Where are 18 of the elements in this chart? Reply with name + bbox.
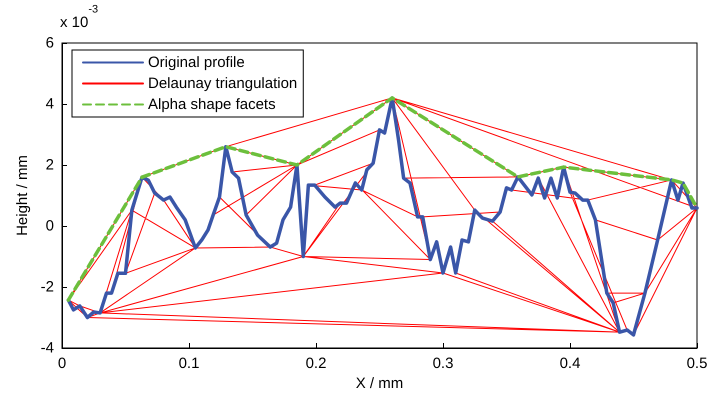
y-tick-label: 0 (46, 218, 54, 234)
y-tick-label: 2 (46, 156, 54, 174)
x-axis-title: X / mm (356, 375, 404, 392)
legend-label: Alpha shape facets (148, 96, 276, 113)
y-axis-title: Height / mm (14, 155, 31, 236)
y-tick-label: -2 (40, 278, 54, 296)
x-tick-label: 0.4 (560, 355, 580, 372)
x-tick-label: 0.1 (178, 355, 200, 372)
y-tick-label: 6 (46, 34, 54, 52)
y-tick-label: -4 (40, 340, 54, 356)
y-tick-label: 4 (46, 96, 54, 112)
legend-label: Original profile (148, 54, 245, 71)
text: x 10-3 (60, 4, 98, 31)
x-tick-label: 0.2 (306, 355, 326, 372)
x-tick-label: 0.5 (686, 355, 708, 372)
x-tick-label: 0.3 (432, 355, 454, 372)
legend-label: Delaunay triangulation (148, 75, 298, 92)
x-tick-label: 0 (58, 355, 66, 372)
